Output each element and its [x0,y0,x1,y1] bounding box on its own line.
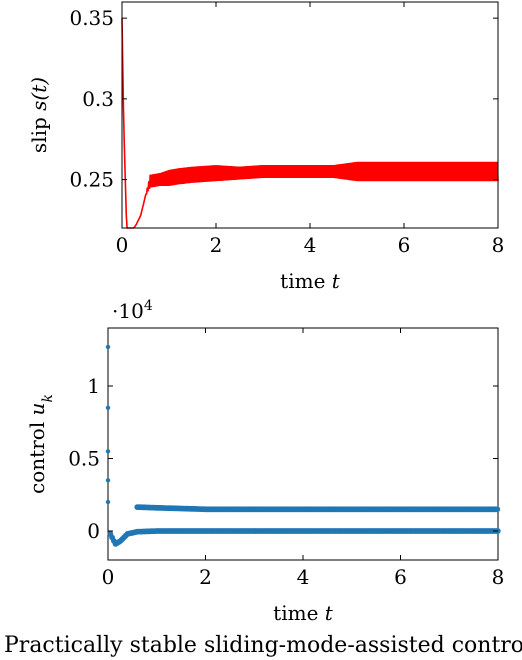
control-y-tick-label: 0.5 [68,447,100,471]
control-x-tick-label: 4 [297,565,310,589]
slip-y-axis-label: slip s(t) [27,77,51,153]
figure-canvas: 0 2 4 6 8 0.25 0.3 0.35 time t slip s(t) 0 2 4 6 8 0 0.… [25,1,505,625]
slip-y-tick-label: 0.35 [69,6,114,30]
control-initial-point [105,499,111,505]
control-initial-point [105,405,111,410]
slip-y-tick-label: 0.3 [82,87,114,111]
slip-y-tick-label: 0.25 [69,168,114,192]
control-x-tick-label: 8 [492,565,505,589]
control-x-axis-label: time t [273,601,334,625]
slip-x-tick-label: 6 [398,233,411,257]
control-x-tick-label: 0 [102,565,115,589]
slip-x-tick-label: 2 [210,233,223,257]
slip-x-tick-label: 0 [116,233,129,257]
control-y-tick-label: 0 [87,519,100,543]
control-y-tick-label: 1 [87,374,100,398]
control-y-multiplier: ·104 [112,298,153,323]
slip-x-axis-label: time t [280,269,341,293]
control-series-upper [134,504,501,513]
slip-x-tick-label: 8 [492,233,505,257]
control-y-axis-label: control uk [25,394,56,494]
control-initial-point [105,344,111,350]
control-initial-point [105,449,111,454]
slip-x-tick-label: 4 [304,233,317,257]
figure-caption: Practically stable sliding-mode-assisted… [4,633,522,658]
control-initial-point [105,478,111,483]
control-plot-frame [107,327,499,561]
control-x-tick-label: 6 [394,565,407,589]
control-point [494,506,501,513]
slip-series-line [121,18,499,229]
slip-plot: 0 2 4 6 8 0.25 0.3 0.35 time t slip s(t) [27,1,505,293]
control-series-lower [107,528,501,547]
slip-plot-frame [121,1,499,229]
control-plot: 0 2 4 6 8 0 0.5 1 ·104 time t control uk [25,298,504,625]
control-x-tick-label: 2 [199,565,212,589]
